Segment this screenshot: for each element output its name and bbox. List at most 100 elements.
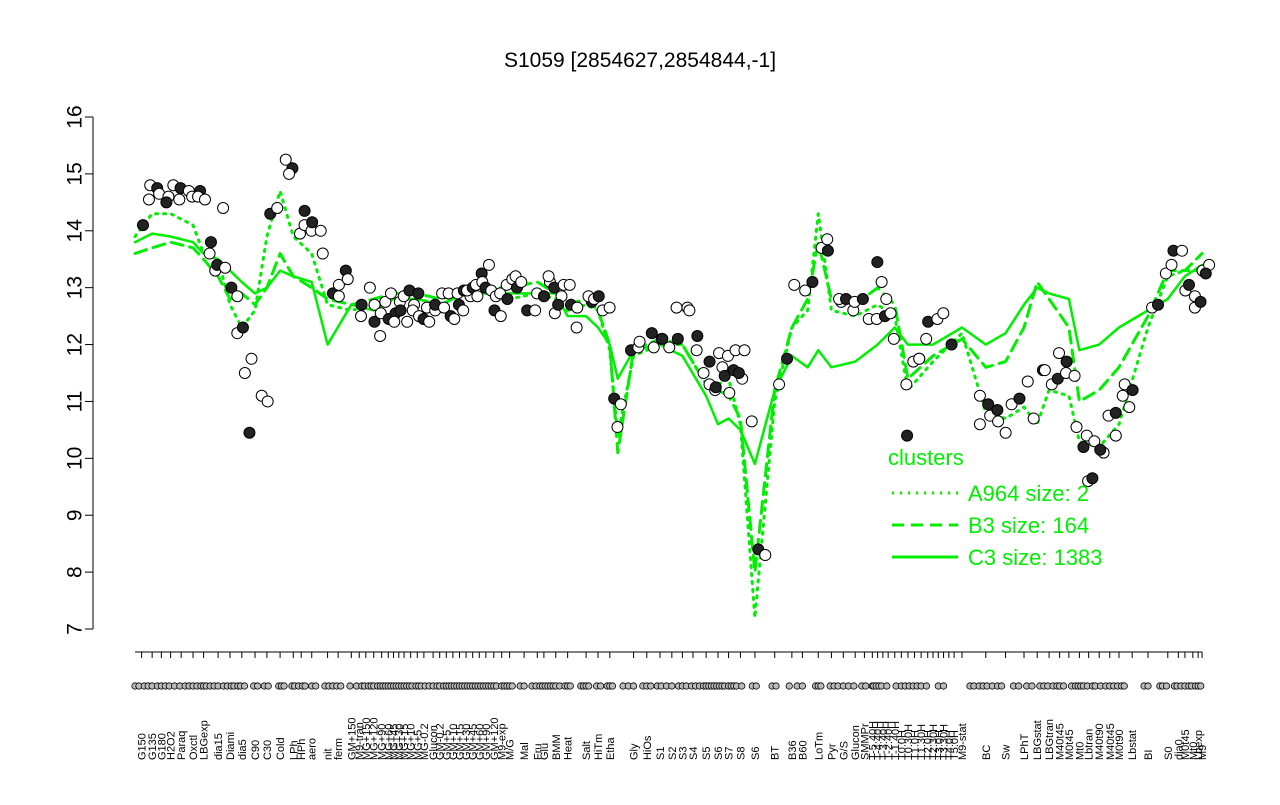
data-point [552, 298, 565, 311]
data-point [788, 278, 801, 291]
x-tick-label: T3.30H [939, 724, 951, 760]
x-tick-label: Glucon [850, 725, 862, 760]
x-tick-label: M0t90 [1114, 729, 1126, 760]
y-tick-label: 14 [64, 219, 87, 243]
data-point [368, 315, 381, 328]
data-point [238, 367, 251, 379]
x-tick-label: Pyr [826, 743, 838, 760]
data-point [204, 236, 217, 249]
x-tick-label: MG+30 [394, 724, 406, 760]
data-point [515, 275, 528, 288]
data-point [306, 216, 319, 229]
data-point [1053, 347, 1066, 360]
data-point [1116, 389, 1129, 402]
data-point [137, 219, 149, 232]
data-point [991, 403, 1004, 416]
data-point [663, 341, 676, 354]
data-point [1109, 429, 1122, 442]
data-point [219, 261, 232, 274]
x-rug-mark [1197, 682, 1205, 690]
x-tick-label: S2 [667, 747, 679, 760]
data-point [973, 418, 986, 431]
x-rug-mark [939, 682, 948, 690]
data-point [982, 398, 995, 411]
data-point [697, 367, 710, 379]
y-tick-label: 8 [64, 566, 87, 578]
x-tick-label: HPh [296, 739, 308, 760]
legend-title: clusters [888, 445, 964, 470]
x-tick-label: GM+90 [481, 724, 493, 760]
data-point [1077, 440, 1090, 453]
data-point [388, 315, 401, 328]
data-point [645, 327, 658, 340]
data-point [471, 290, 484, 303]
data-point [298, 204, 311, 217]
x-tick-label: GM-0.2 [435, 723, 447, 760]
x-rug-mark [337, 682, 345, 690]
data-point [1109, 406, 1122, 419]
x-tick-label: Lbexp [1193, 730, 1205, 760]
x-tick-label: Salt [581, 741, 593, 760]
data-point [570, 321, 583, 334]
data-point [261, 395, 274, 408]
data-point [920, 332, 933, 345]
data-points [137, 153, 1216, 562]
x-rug-mark [752, 682, 760, 690]
data-point [225, 281, 238, 294]
data-point [1027, 412, 1040, 425]
data-point [203, 247, 216, 260]
data-point [900, 378, 913, 391]
x-tick-label: M0t45 [1064, 729, 1076, 760]
x-tick-label: nit [323, 748, 335, 760]
x-tick-label: Oxctl [188, 735, 200, 760]
x-tick-label: SMMPr [859, 723, 871, 760]
data-point [355, 310, 367, 323]
legend-entry-label: B3 size: 164 [968, 513, 1089, 538]
x-tick-label: G/S [838, 741, 850, 760]
data-point [1182, 278, 1195, 291]
x-tick-label: Lbstat [1127, 730, 1139, 760]
data-point [884, 307, 897, 320]
data-point [1123, 401, 1136, 414]
x-tick-label: HiOs [642, 735, 654, 760]
x-tick-label: Cold [275, 737, 287, 760]
x-rug-mark [508, 682, 516, 690]
x-tick-label: LoTm [813, 732, 825, 760]
x-rug-mark [346, 682, 354, 690]
data-point [1021, 375, 1034, 388]
legend-entry-label: A964 size: 2 [968, 481, 1089, 506]
data-point [799, 284, 812, 297]
data-point [703, 355, 716, 368]
data-point [236, 321, 249, 334]
x-tick-label: Glu [539, 743, 551, 760]
data-point [887, 332, 900, 345]
x-tick-label: M9-exp [497, 723, 509, 760]
x-rug-mark [922, 682, 931, 690]
data-point [1094, 443, 1107, 456]
x-tick-label: GM+60 [474, 724, 486, 760]
x-rug-mark [1028, 682, 1036, 690]
x-tick-label: LBGstat [1032, 720, 1044, 760]
x-tick-label: MG+10 [406, 724, 418, 760]
x-tick-label: S1 [655, 747, 667, 760]
x-tick-label: dia0 [1173, 739, 1185, 760]
x-tick-label: T1.30H [916, 724, 928, 760]
data-point [732, 367, 745, 379]
data-point [571, 301, 584, 314]
x-tick-label: BT [770, 746, 782, 760]
x-tick-label: M9-stat [957, 723, 969, 760]
x-tick-label: ferm [333, 738, 345, 760]
data-point [423, 315, 436, 328]
x-tick-label: M9 [1197, 745, 1209, 760]
chart-title: S1059 [2854627,2854844,-1] [504, 49, 776, 72]
x-tick-label: BI [1143, 750, 1155, 760]
x-tick-label: LBGtran [1044, 719, 1056, 760]
x-tick-label: S3 [677, 747, 689, 760]
x-rug-mark [883, 682, 891, 690]
x-rug-mark [240, 682, 249, 690]
x-tick-label: aero [307, 738, 319, 760]
x-rug-mark [597, 682, 605, 690]
data-point [173, 193, 186, 206]
